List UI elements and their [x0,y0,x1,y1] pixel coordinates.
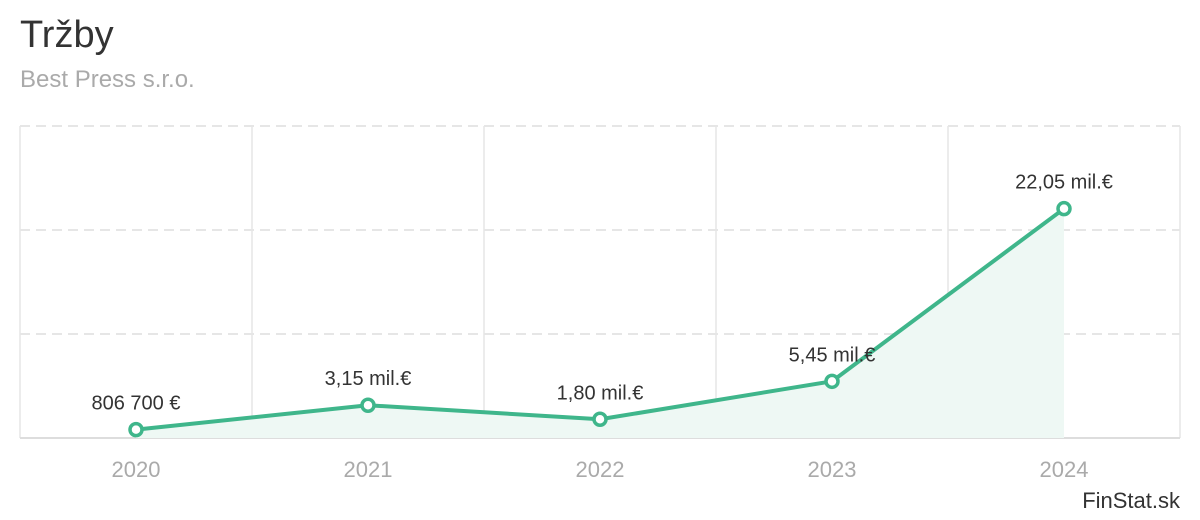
data-label: 3,15 mil.€ [325,368,412,390]
data-point [128,421,144,438]
data-point [824,373,840,390]
area-fill-layer [136,208,1064,438]
x-tick-label: 2024 [1040,457,1089,482]
x-tick-label: 2023 [808,457,857,482]
x-axis-ticks: 2020 2021 2022 2023 2024 [112,457,1089,482]
data-label: 5,45 mil.€ [789,344,876,366]
x-tick-label: 2020 [112,457,161,482]
series-area [136,208,1064,438]
chart-subtitle: Best Press s.r.o. [20,66,195,93]
data-point-layer [128,200,1072,438]
data-label-layer: 806 700 € 3,15 mil.€ 1,80 mil.€ 5,45 mil.€ 2… [92,172,1113,415]
data-point [1056,200,1072,217]
x-tick-label: 2022 [576,457,625,482]
credit-label[interactable]: FinStat.sk [1082,488,1180,513]
data-label: 806 700 € [92,393,181,415]
x-tick-label: 2021 [344,457,393,482]
data-point [592,411,608,428]
data-label: 22,05 mil.€ [1015,172,1113,194]
chart-title: Tržby [20,14,114,56]
data-label: 1,80 mil.€ [557,382,644,404]
data-point [360,397,376,413]
